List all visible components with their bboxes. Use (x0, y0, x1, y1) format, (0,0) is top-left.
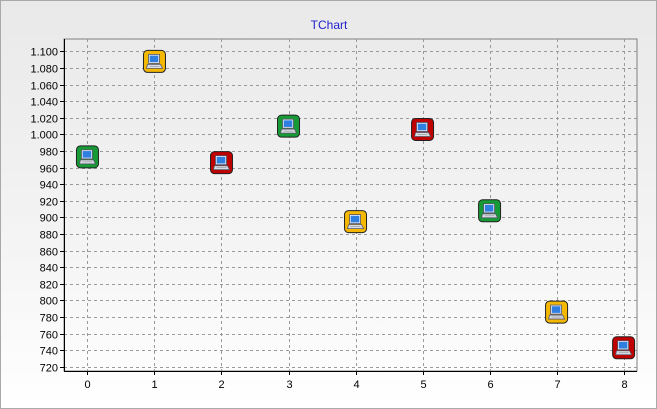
y-tick-label: 1.000 (30, 130, 58, 142)
x-tick-label: 6 (487, 379, 493, 391)
y-tick-label: 1.100 (30, 47, 58, 59)
laptop-icon (279, 118, 298, 134)
y-tick-label: 920 (40, 197, 58, 209)
laptop-icon (615, 340, 633, 356)
y-tick-label: 1.060 (30, 81, 58, 93)
data-point (344, 210, 368, 234)
data-point (142, 49, 166, 73)
y-tick-label: 860 (40, 247, 58, 259)
laptop-icon (548, 304, 566, 320)
laptop-icon (145, 54, 164, 69)
data-point (545, 300, 569, 324)
y-tick-label: 800 (40, 296, 58, 308)
x-tick-label: 0 (84, 379, 90, 391)
axes: 7207407607808008208408608809009209409609… (30, 39, 637, 391)
y-tick-label: 740 (40, 346, 58, 358)
y-tick-label: 940 (40, 180, 58, 192)
x-tick-label: 2 (218, 379, 224, 391)
y-tick-label: 1.080 (30, 64, 58, 76)
y-tick-label: 960 (40, 164, 58, 176)
x-tick-label: 4 (353, 379, 359, 391)
y-tick-label: 880 (40, 230, 58, 242)
data-points (75, 49, 636, 360)
y-tick-label: 980 (40, 147, 58, 159)
x-tick-label: 8 (621, 379, 627, 391)
y-tick-label: 720 (40, 363, 58, 375)
y-tick-label: 780 (40, 313, 58, 325)
y-tick-label: 1.040 (30, 97, 58, 109)
data-point (209, 151, 233, 175)
y-tick-label: 840 (40, 263, 58, 275)
chart-title: TChart (311, 18, 348, 32)
data-point (478, 199, 502, 223)
x-tick-label: 3 (286, 379, 292, 391)
laptop-icon (414, 122, 432, 137)
y-tick-label: 1.020 (30, 114, 58, 126)
y-tick-label: 820 (40, 280, 58, 292)
x-tick-label: 5 (420, 379, 426, 391)
data-point (277, 114, 301, 138)
data-point (411, 117, 435, 141)
data-point (612, 336, 636, 360)
x-tick-label: 1 (151, 379, 157, 391)
x-tick-label: 7 (554, 379, 560, 391)
laptop-icon (481, 203, 499, 219)
data-point (75, 145, 99, 169)
laptop-icon (347, 214, 365, 230)
laptop-icon (78, 149, 97, 165)
laptop-icon (212, 155, 231, 171)
y-tick-label: 900 (40, 213, 58, 225)
y-tick-label: 760 (40, 330, 58, 342)
